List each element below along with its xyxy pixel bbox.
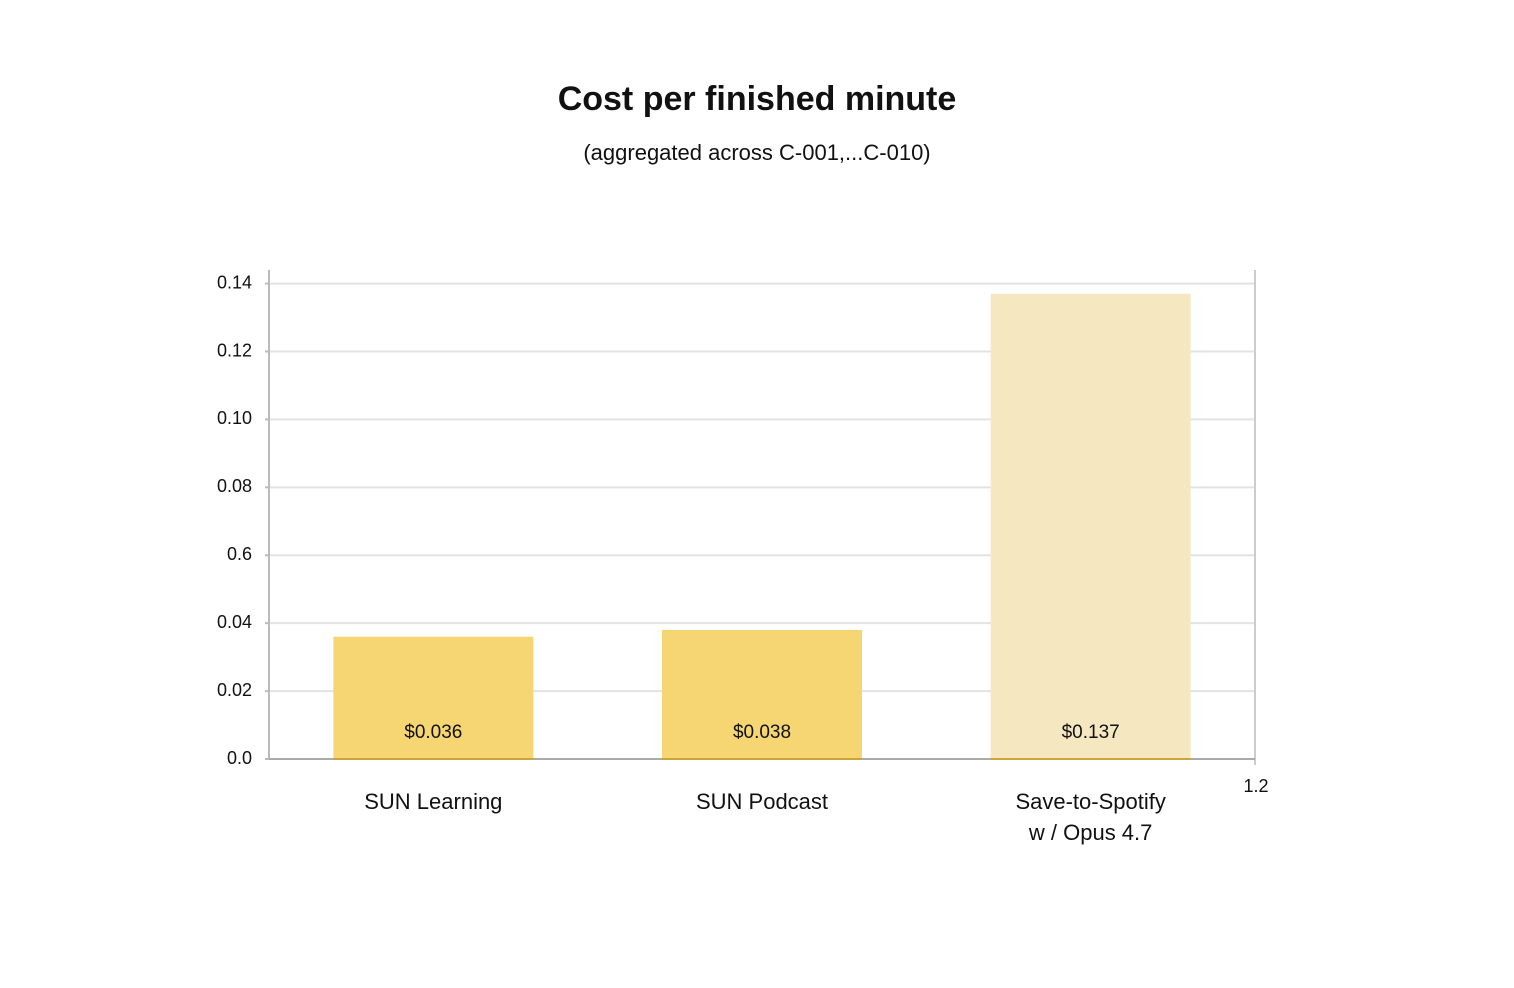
y-tick-label: 0.6 — [227, 544, 252, 564]
bar — [333, 636, 534, 759]
y-tick-label: 0.10 — [217, 408, 252, 428]
x-tick-label: Save-to-Spotify w / Opus 4.7 — [1015, 789, 1166, 845]
annotation: 1.2 — [1243, 776, 1268, 796]
value-label: $0.038 — [733, 722, 791, 743]
value-label: $0.137 — [1062, 722, 1120, 743]
y-tick-label: 0.02 — [217, 680, 252, 700]
chart-subtitle: (aggregated across C-001,...C-010) — [583, 140, 930, 165]
x-tick-label: SUN Learning — [364, 789, 503, 814]
value-label: $0.036 — [404, 722, 462, 743]
bar — [990, 293, 1191, 759]
bar — [662, 629, 862, 759]
y-tick-label: 0.14 — [217, 272, 252, 292]
y-tick-label: 0.0 — [227, 748, 252, 768]
y-tick-label: 0.12 — [217, 340, 252, 360]
chart-title: Cost per finished minute — [558, 80, 957, 118]
y-tick-label: 0.04 — [217, 612, 252, 632]
x-tick-label: SUN Podcast — [695, 789, 829, 814]
y-tick-label: 0.08 — [217, 476, 252, 496]
